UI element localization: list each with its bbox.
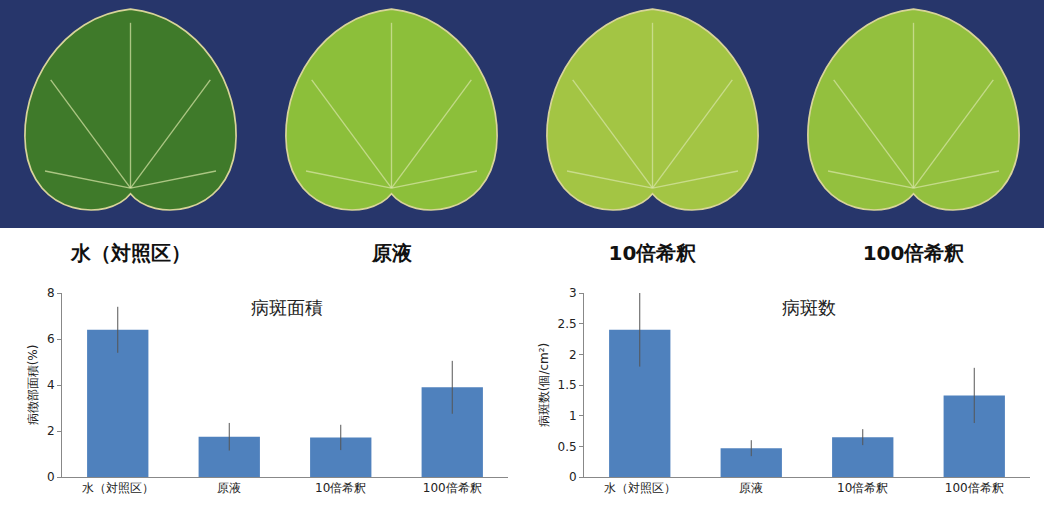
svg-text:水（対照区）: 水（対照区） bbox=[82, 481, 154, 495]
html-text:10倍希釈: 10倍希釈 bbox=[608, 241, 697, 265]
svg-text:2: 2 bbox=[569, 348, 577, 362]
svg-text:原液: 原液 bbox=[739, 481, 763, 495]
svg-text:2.5: 2.5 bbox=[558, 317, 577, 331]
svg-text:8: 8 bbox=[47, 286, 55, 300]
svg-text:10倍希釈: 10倍希釈 bbox=[315, 481, 366, 495]
html-text:100倍希釈: 100倍希釈 bbox=[862, 241, 965, 265]
svg-text:10倍希釈: 10倍希釈 bbox=[837, 481, 888, 495]
svg-text:0: 0 bbox=[569, 470, 577, 484]
svg-text:100倍希釈: 100倍希釈 bbox=[945, 481, 1004, 495]
html-text:水（対照区）: 水（対照区） bbox=[70, 241, 191, 265]
svg-text:2: 2 bbox=[47, 424, 55, 438]
svg-text:0.5: 0.5 bbox=[558, 440, 577, 454]
svg-text:0: 0 bbox=[47, 470, 55, 484]
svg-text:病斑数: 病斑数 bbox=[782, 297, 836, 318]
svg-text:4: 4 bbox=[47, 378, 55, 392]
svg-text:6: 6 bbox=[47, 332, 55, 346]
svg-text:3: 3 bbox=[569, 286, 577, 300]
svg-text:病徴部面積(%): 病徴部面積(%) bbox=[26, 345, 40, 426]
svg-text:1: 1 bbox=[569, 409, 577, 423]
svg-text:原液: 原液 bbox=[217, 481, 241, 495]
html-text:原液: 原液 bbox=[371, 241, 412, 265]
svg-text:1.5: 1.5 bbox=[558, 378, 577, 392]
svg-text:水（対照区）: 水（対照区） bbox=[604, 481, 676, 495]
svg-text:病斑面積: 病斑面積 bbox=[251, 297, 323, 318]
svg-text:100倍希釈: 100倍希釈 bbox=[423, 481, 482, 495]
svg-text:病斑数(個/cm²): 病斑数(個/cm²) bbox=[537, 343, 551, 428]
